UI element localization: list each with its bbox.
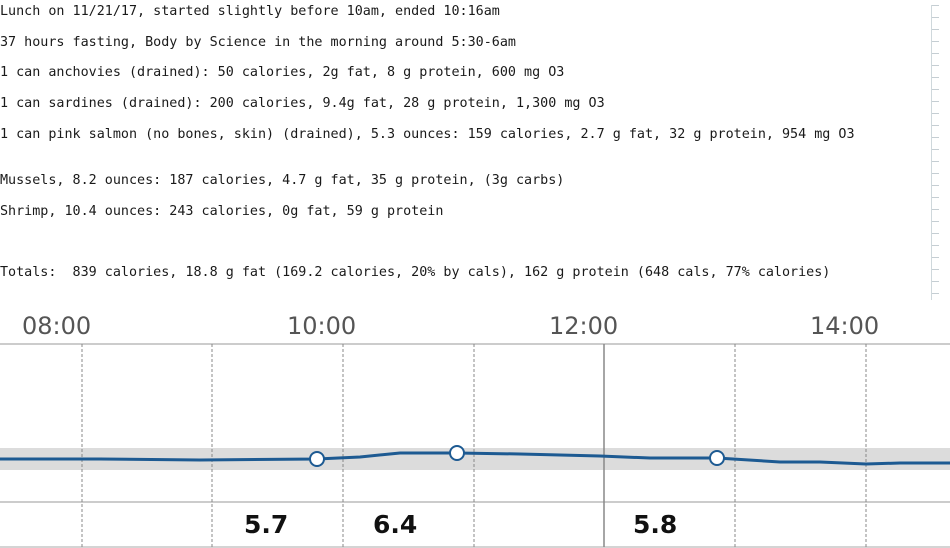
ruler-tick bbox=[932, 185, 939, 186]
ruler-tick bbox=[932, 281, 939, 282]
ruler-tick bbox=[932, 77, 939, 78]
ruler-tick bbox=[932, 209, 939, 210]
x-tick-label: 14:00 bbox=[810, 312, 879, 340]
ruler-tick bbox=[932, 53, 939, 54]
glucose-value-label: 5.7 bbox=[244, 510, 288, 539]
ruler-tick bbox=[932, 29, 939, 30]
grid-lines bbox=[81, 344, 867, 547]
ruler-tick bbox=[932, 221, 939, 222]
ruler-tick bbox=[932, 65, 939, 66]
glucose-series-line bbox=[0, 451, 950, 466]
note-line: 1 can sardines (drained): 200 calories, … bbox=[0, 96, 605, 111]
glucose-chart-svg: 08:00 10:00 12:00 14:00 5.7 6.4 5.8 bbox=[0, 312, 950, 548]
ruler-tick bbox=[932, 245, 939, 246]
x-tick-label: 12:00 bbox=[549, 312, 618, 340]
editor-ruler bbox=[931, 5, 940, 300]
ruler-tick bbox=[932, 197, 939, 198]
ruler-tick bbox=[932, 173, 939, 174]
ruler-tick bbox=[932, 113, 939, 114]
ruler-tick bbox=[932, 137, 939, 138]
ruler-tick bbox=[932, 293, 939, 294]
glucose-value-label: 6.4 bbox=[373, 510, 417, 539]
ruler-tick bbox=[932, 89, 939, 90]
x-tick-label: 10:00 bbox=[287, 312, 356, 340]
glucose-reading-marker[interactable] bbox=[449, 445, 465, 461]
ruler-tick bbox=[932, 5, 939, 6]
note-line: 1 can anchovies (drained): 50 calories, … bbox=[0, 65, 565, 80]
meal-notes: Lunch on 11/21/17, started slightly befo… bbox=[0, 4, 940, 300]
note-line: 37 hours fasting, Body by Science in the… bbox=[0, 35, 516, 50]
ruler-tick bbox=[932, 149, 939, 150]
glucose-reading-marker[interactable] bbox=[709, 450, 725, 466]
x-tick-label: 08:00 bbox=[22, 312, 91, 340]
glucose-value-label: 5.8 bbox=[633, 510, 677, 539]
note-line: Lunch on 11/21/17, started slightly befo… bbox=[0, 4, 500, 19]
ruler-tick bbox=[932, 161, 939, 162]
ruler-tick bbox=[932, 101, 939, 102]
note-line: 1 can pink salmon (no bones, skin) (drai… bbox=[0, 127, 855, 142]
ruler-tick bbox=[932, 125, 939, 126]
ruler-tick bbox=[932, 233, 939, 234]
note-line: Shrimp, 10.4 ounces: 243 calories, 0g fa… bbox=[0, 204, 444, 219]
note-line: Totals: 839 calories, 18.8 g fat (169.2 … bbox=[0, 265, 831, 280]
note-line: Mussels, 8.2 ounces: 187 calories, 4.7 g… bbox=[0, 173, 565, 188]
ruler-tick bbox=[932, 269, 939, 270]
ruler-tick bbox=[932, 17, 939, 18]
ruler-tick bbox=[932, 257, 939, 258]
glucose-chart: 08:00 10:00 12:00 14:00 5.7 6.4 5.8 bbox=[0, 300, 950, 548]
ruler-tick bbox=[932, 41, 939, 42]
glucose-reading-marker[interactable] bbox=[309, 451, 325, 467]
